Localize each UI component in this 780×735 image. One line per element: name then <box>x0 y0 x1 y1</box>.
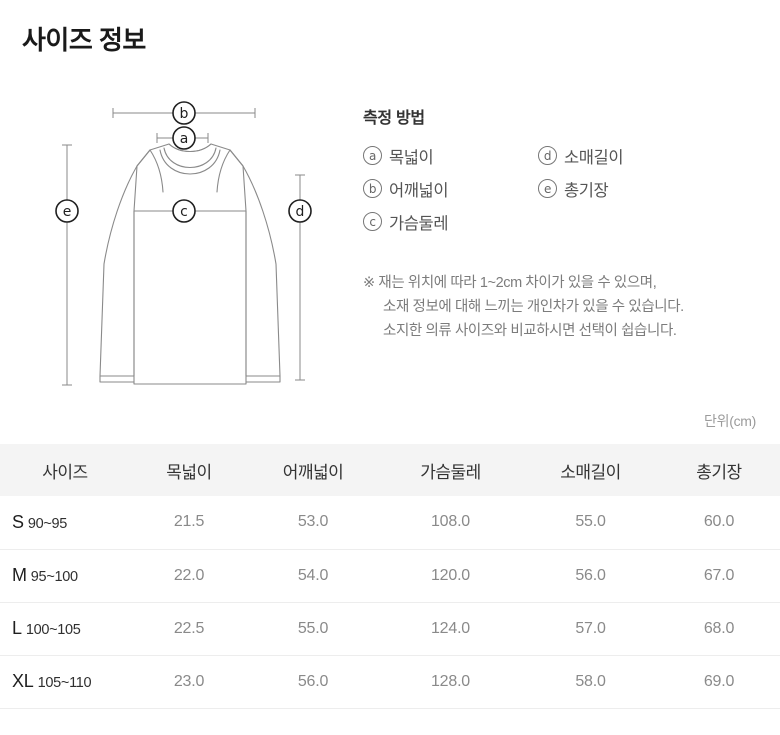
marker-c-letter: c <box>180 204 188 220</box>
circle-c-icon: c <box>363 212 382 231</box>
note-line-3: 소지한 의류 사이즈와 비교하시면 선택이 쉽습니다. <box>383 323 677 339</box>
legend-item-chest: c 가슴둘레 <box>363 205 538 238</box>
cell-sleeve-length: 55.0 <box>575 513 606 531</box>
table-row: L 100~105 22.5 55.0 124.0 57.0 68.0 <box>0 602 780 655</box>
size-range: 105~110 <box>37 675 92 691</box>
cell-total-length: 68.0 <box>703 619 735 637</box>
column-header-shoulder-width: 어깨넓이 <box>282 462 344 482</box>
cell-neck-width: 22.0 <box>173 566 205 584</box>
cell-shoulder-width: 56.0 <box>297 672 329 690</box>
measurement-note: ※ 재는 위치에 따라 1~2cm 차이가 있을 수 있으며, 소재 정보에 대… <box>363 271 684 343</box>
column-header-chest: 가슴둘레 <box>420 462 481 482</box>
unit-label: 단위(cm) <box>704 413 756 429</box>
size-guide-upper-section: b a c e <box>0 88 780 408</box>
legend-item-total-length: e 총기장 <box>538 172 623 205</box>
table-row: XL 105~110 23.0 56.0 128.0 58.0 69.0 <box>0 655 780 708</box>
marker-b-circle <box>172 101 196 125</box>
right-shoulder-seam <box>216 149 231 193</box>
measurement-legend-columns: a 목넓이 b 어깨넓이 c 가슴둘레 d 소매길이 e <box>363 139 763 238</box>
left-shoulder-seam <box>149 149 164 193</box>
cell-size: S 90~95 <box>0 496 130 549</box>
legend-label-shoulder-width: 어깨넓이 <box>389 181 449 200</box>
size-table-body: S 90~95 21.5 53.0 108.0 55.0 60.0 M 95~100… <box>0 496 780 708</box>
page-title: 사이즈 정보 <box>22 25 146 55</box>
circle-d-icon: d <box>538 146 557 165</box>
size-letter: S <box>12 511 24 532</box>
cell-neck-width: 22.5 <box>173 619 205 637</box>
circle-a-icon: a <box>363 146 382 165</box>
neckline-top-edge <box>168 143 212 153</box>
legend-label-sleeve-length: 소매길이 <box>564 148 624 167</box>
marker-d-letter: d <box>296 204 305 220</box>
legend-label-chest: 가슴둘레 <box>389 214 449 233</box>
garment-diagram-svg: b a c e <box>55 101 312 386</box>
cell-size: XL 105~110 <box>0 655 130 708</box>
cell-shoulder-width: 53.0 <box>297 513 329 531</box>
cell-sleeve-length: 58.0 <box>575 672 606 690</box>
left-sleeve-outline <box>99 149 151 377</box>
marker-b-letter: b <box>180 106 189 122</box>
size-range: 90~95 <box>27 515 68 532</box>
cell-total-length: 67.0 <box>703 566 735 584</box>
garment-diagram: b a c e <box>30 88 350 408</box>
column-header-sleeve-length: 소매길이 <box>560 462 621 482</box>
cell-shoulder-width: 54.0 <box>297 566 329 584</box>
circle-e-icon: e <box>538 179 557 198</box>
cell-sleeve-length: 57.0 <box>575 619 606 637</box>
legend-label-total-length: 총기장 <box>564 181 609 200</box>
cell-shoulder-width: 55.0 <box>297 619 329 637</box>
left-cuff <box>99 375 135 383</box>
cell-chest: 120.0 <box>430 566 471 584</box>
note-line-2: 소재 정보에 대해 느끼는 개인차가 있을 수 있습니다. <box>383 299 684 315</box>
size-table-header-row: 사이즈 목넓이 어깨넓이 가슴둘레 소매길이 총기장 <box>0 444 780 496</box>
cell-chest: 108.0 <box>430 513 471 531</box>
cell-chest: 124.0 <box>430 619 471 637</box>
cell-sleeve-length: 56.0 <box>575 566 606 584</box>
column-header-total-length: 총기장 <box>696 462 742 482</box>
neckline-inner-ring <box>163 147 217 169</box>
size-letter: M <box>12 565 27 585</box>
right-cuff <box>245 375 281 383</box>
legend-item-sleeve-length: d 소매길이 <box>538 139 624 172</box>
size-letter: XL <box>12 671 34 691</box>
cell-chest: 128.0 <box>430 672 471 690</box>
cell-total-length: 60.0 <box>703 513 735 531</box>
note-line-1: ※ 재는 위치에 따라 1~2cm 차이가 있을 수 있으며, <box>363 275 657 291</box>
marker-e-letter: e <box>63 204 72 220</box>
cell-neck-width: 23.0 <box>173 672 205 690</box>
size-table-header: 사이즈 목넓이 어깨넓이 가슴둘레 소매길이 총기장 <box>0 444 780 496</box>
marker-c-circle <box>172 199 196 223</box>
right-sleeve-outline <box>229 149 281 377</box>
column-header-size: 사이즈 <box>42 462 88 482</box>
measurement-legend: 측정 방법 a 목넓이 b 어깨넓이 c 가슴둘레 d 소 <box>363 104 763 238</box>
circle-b-icon: b <box>363 179 382 198</box>
legend-label-neck-width: 목넓이 <box>389 148 434 167</box>
measurement-legend-column-right: d 소매길이 e 총기장 <box>538 139 624 238</box>
cell-neck-width: 21.5 <box>173 513 205 531</box>
marker-a-circle <box>172 126 196 150</box>
marker-d-circle <box>288 199 312 223</box>
table-row: M 95~100 22.0 54.0 120.0 56.0 67.0 <box>0 549 780 602</box>
neckline-outer-ring <box>159 149 221 175</box>
dimension-line-e <box>62 144 72 386</box>
size-letter: L <box>12 618 22 638</box>
size-range: 95~100 <box>30 569 78 585</box>
marker-e-circle <box>55 199 79 223</box>
table-row: S 90~95 21.5 53.0 108.0 55.0 60.0 <box>0 496 780 549</box>
measurement-legend-title: 측정 방법 <box>363 110 425 127</box>
measurement-legend-column-left: a 목넓이 b 어깨넓이 c 가슴둘레 <box>363 139 538 238</box>
size-range: 100~105 <box>25 622 81 638</box>
legend-item-neck-width: a 목넓이 <box>363 139 538 172</box>
cell-total-length: 69.0 <box>703 672 735 690</box>
legend-item-shoulder-width: b 어깨넓이 <box>363 172 538 205</box>
size-table: 사이즈 목넓이 어깨넓이 가슴둘레 소매길이 총기장 S 90~95 21.5 5… <box>0 444 780 709</box>
cell-size: M 95~100 <box>0 549 130 602</box>
marker-a-letter: a <box>180 131 189 147</box>
body-outline <box>133 143 247 385</box>
cell-size: L 100~105 <box>0 602 130 655</box>
column-header-neck-width: 목넓이 <box>166 462 212 482</box>
